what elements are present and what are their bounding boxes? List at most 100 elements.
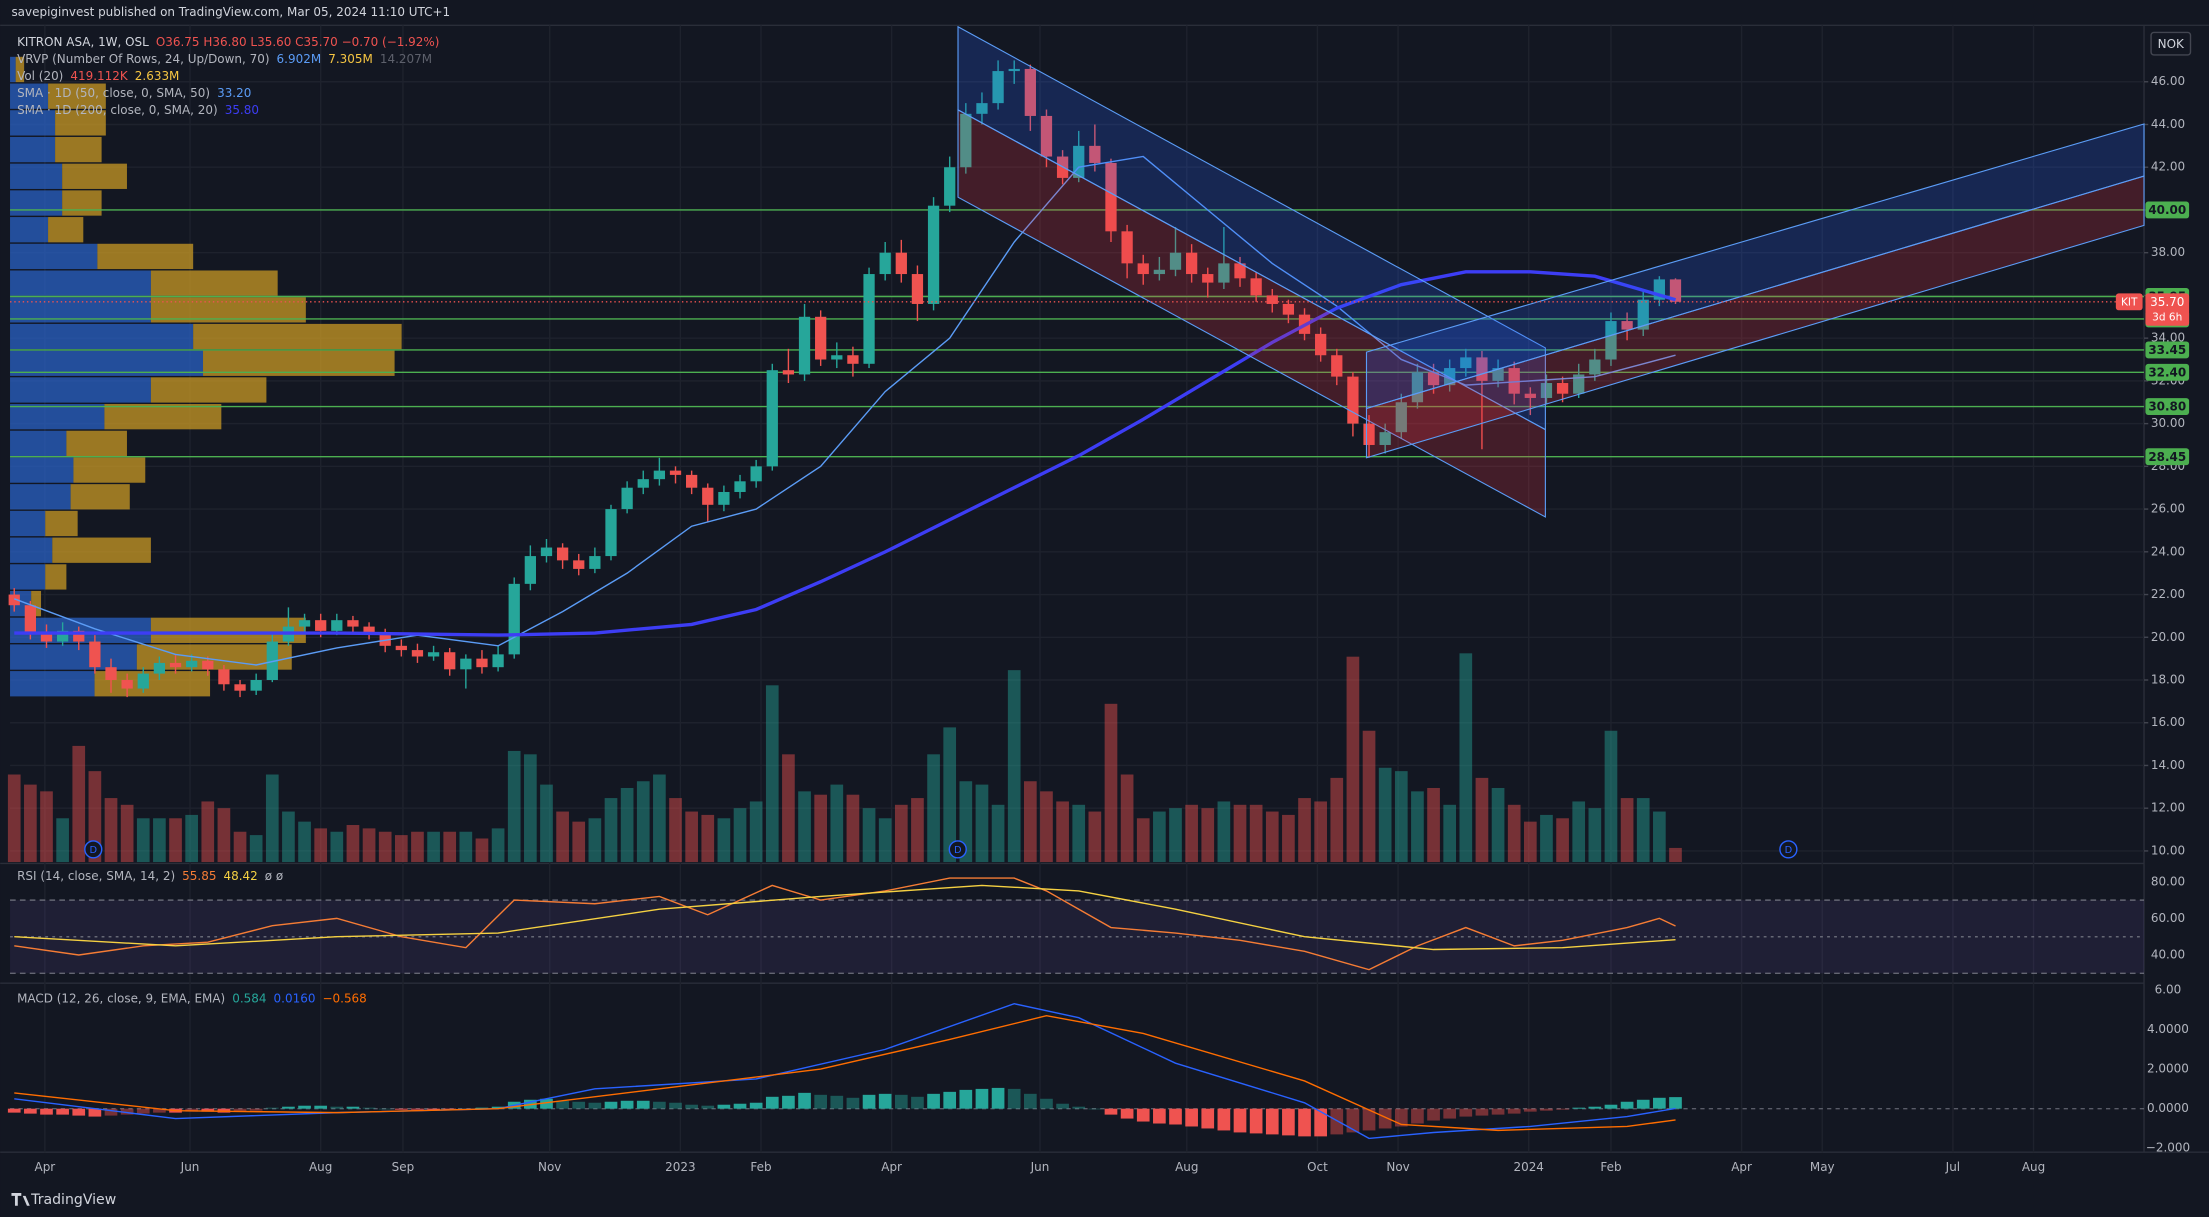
candle-body — [863, 274, 875, 364]
channel-lower — [957, 108, 1546, 518]
volume-bar — [782, 754, 795, 863]
macd-histogram-bar — [1346, 1108, 1360, 1133]
macd-histogram-bar — [1362, 1108, 1376, 1131]
y-tick-label: 60.00 — [2151, 911, 2185, 925]
candle-body — [1621, 321, 1633, 330]
volume-bar — [378, 831, 392, 863]
x-tick-label: Apr — [881, 1160, 902, 1174]
macd-histogram-bar — [798, 1092, 811, 1109]
macd-histogram-bar — [765, 1096, 779, 1109]
candle-body — [1234, 263, 1246, 279]
candle-body — [1653, 279, 1665, 300]
profile-down — [193, 323, 402, 350]
macd-histogram-bar — [653, 1101, 666, 1109]
x-tick-label: Apr — [1731, 1160, 1752, 1174]
currency[interactable]: NOK — [2158, 37, 2185, 51]
macd-histogram-bar — [1394, 1108, 1408, 1127]
volume-bar — [217, 808, 231, 863]
level-label: 33.45 — [2148, 343, 2186, 357]
candle-body — [250, 680, 262, 691]
macd-histogram-bar — [427, 1108, 440, 1110]
level-label-box — [2145, 398, 2190, 415]
y-tick-label: 14.00 — [2151, 758, 2185, 772]
candle-body — [1363, 423, 1375, 445]
x-tick-label: Aug — [309, 1160, 332, 1174]
macd-histogram-bar — [1378, 1108, 1392, 1129]
legend-item: 48.42 — [223, 869, 257, 883]
macd-histogram-bar — [136, 1108, 150, 1114]
volume-bar — [265, 774, 279, 863]
macd-histogram-bar — [894, 1094, 908, 1109]
legend-item: 14.207M — [380, 52, 432, 66]
volume-bar — [894, 804, 908, 863]
candle-body — [1073, 145, 1085, 178]
candle-body — [718, 491, 730, 505]
x-tick-label: Jun — [180, 1160, 200, 1174]
volume-bar — [1040, 791, 1053, 863]
macd-histogram-bar — [588, 1102, 602, 1109]
countdown: 3d 6h — [2152, 311, 2182, 323]
x-tick-label: Apr — [35, 1160, 56, 1174]
candle-body — [524, 556, 536, 584]
currency-box[interactable] — [2150, 31, 2192, 56]
macd-histogram-bar — [1088, 1108, 1102, 1110]
legend-item: VRVP (Number Of Rows, 24, Up/Down, 70) — [17, 52, 269, 66]
candle-body — [605, 509, 617, 557]
candle-body — [105, 667, 117, 681]
legend-item: 2.633M — [135, 69, 180, 83]
legend-item: ø ø — [265, 869, 283, 883]
candle-body — [1008, 68, 1020, 72]
macd-histogram-bar — [346, 1106, 360, 1109]
x-tick-label: Jul — [1945, 1160, 1960, 1174]
volume-bar — [1104, 703, 1118, 863]
candle-body — [137, 673, 149, 689]
y-tick-label: 38.00 — [2151, 245, 2185, 259]
macd-histogram-bar — [1217, 1108, 1231, 1131]
candle-body — [1460, 357, 1472, 369]
candle-body — [1105, 162, 1117, 232]
macd-histogram-bar — [556, 1100, 569, 1109]
candle-body — [1444, 368, 1456, 386]
volume-bar — [1636, 798, 1650, 863]
rsi-line — [14, 877, 1676, 971]
x-tick-label: 2023 — [665, 1160, 695, 1174]
macd-histogram-bar — [1120, 1108, 1134, 1119]
publisher: savepiginvest published on TradingView.c… — [11, 5, 450, 19]
legend-line: RSI (14, close, SMA, 14, 2) 55.85 48.42 ø ø — [17, 869, 283, 883]
volume-bar — [1362, 730, 1376, 863]
volume-bar — [1007, 670, 1021, 863]
macd-histogram-bar — [1459, 1108, 1473, 1117]
volume-bar — [1249, 804, 1263, 863]
candle-body — [1169, 252, 1182, 270]
macd-histogram-bar — [314, 1105, 328, 1109]
profile-up — [10, 377, 151, 403]
candle-body — [8, 594, 20, 606]
volume-bar — [411, 831, 424, 863]
volume-bar — [72, 745, 86, 863]
volume-bar — [1604, 730, 1618, 863]
volume-bar — [88, 771, 102, 863]
macd-histogram-bar — [1104, 1108, 1118, 1115]
footer-brand: TradingView — [30, 1192, 116, 1208]
legend-line: KITRON ASA, 1W, OSL O36.75 H36.80 L35.60 … — [17, 35, 439, 49]
volume-bar — [153, 818, 166, 863]
profile-down — [15, 56, 25, 83]
candle-body — [1637, 299, 1649, 330]
candle-body — [589, 556, 601, 569]
volume-bar — [1298, 798, 1311, 863]
macd-histogram-bar — [1588, 1106, 1602, 1109]
candle-body — [427, 652, 440, 657]
volume-bar — [717, 818, 731, 863]
volume-bar — [878, 818, 892, 863]
macd-histogram-bar — [475, 1107, 489, 1109]
volume-bar — [24, 784, 37, 863]
volume-bar — [120, 804, 134, 863]
candle-body — [395, 645, 407, 651]
y-tick-label: 16.00 — [2151, 715, 2185, 729]
volume-bar — [1394, 771, 1408, 863]
volume-bar — [136, 818, 150, 863]
candle-body — [1395, 402, 1407, 433]
level-label: 28.45 — [2148, 450, 2186, 464]
symbol-box — [2115, 293, 2143, 311]
y-tick-label: 44.00 — [2151, 117, 2185, 131]
